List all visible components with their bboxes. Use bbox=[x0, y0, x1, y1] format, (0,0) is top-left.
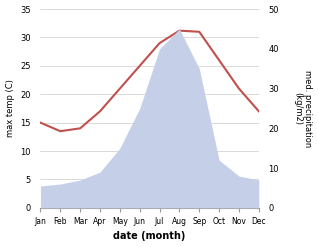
X-axis label: date (month): date (month) bbox=[114, 231, 186, 242]
Y-axis label: med. precipitation
(kg/m2): med. precipitation (kg/m2) bbox=[293, 70, 313, 147]
Y-axis label: max temp (C): max temp (C) bbox=[5, 80, 15, 137]
